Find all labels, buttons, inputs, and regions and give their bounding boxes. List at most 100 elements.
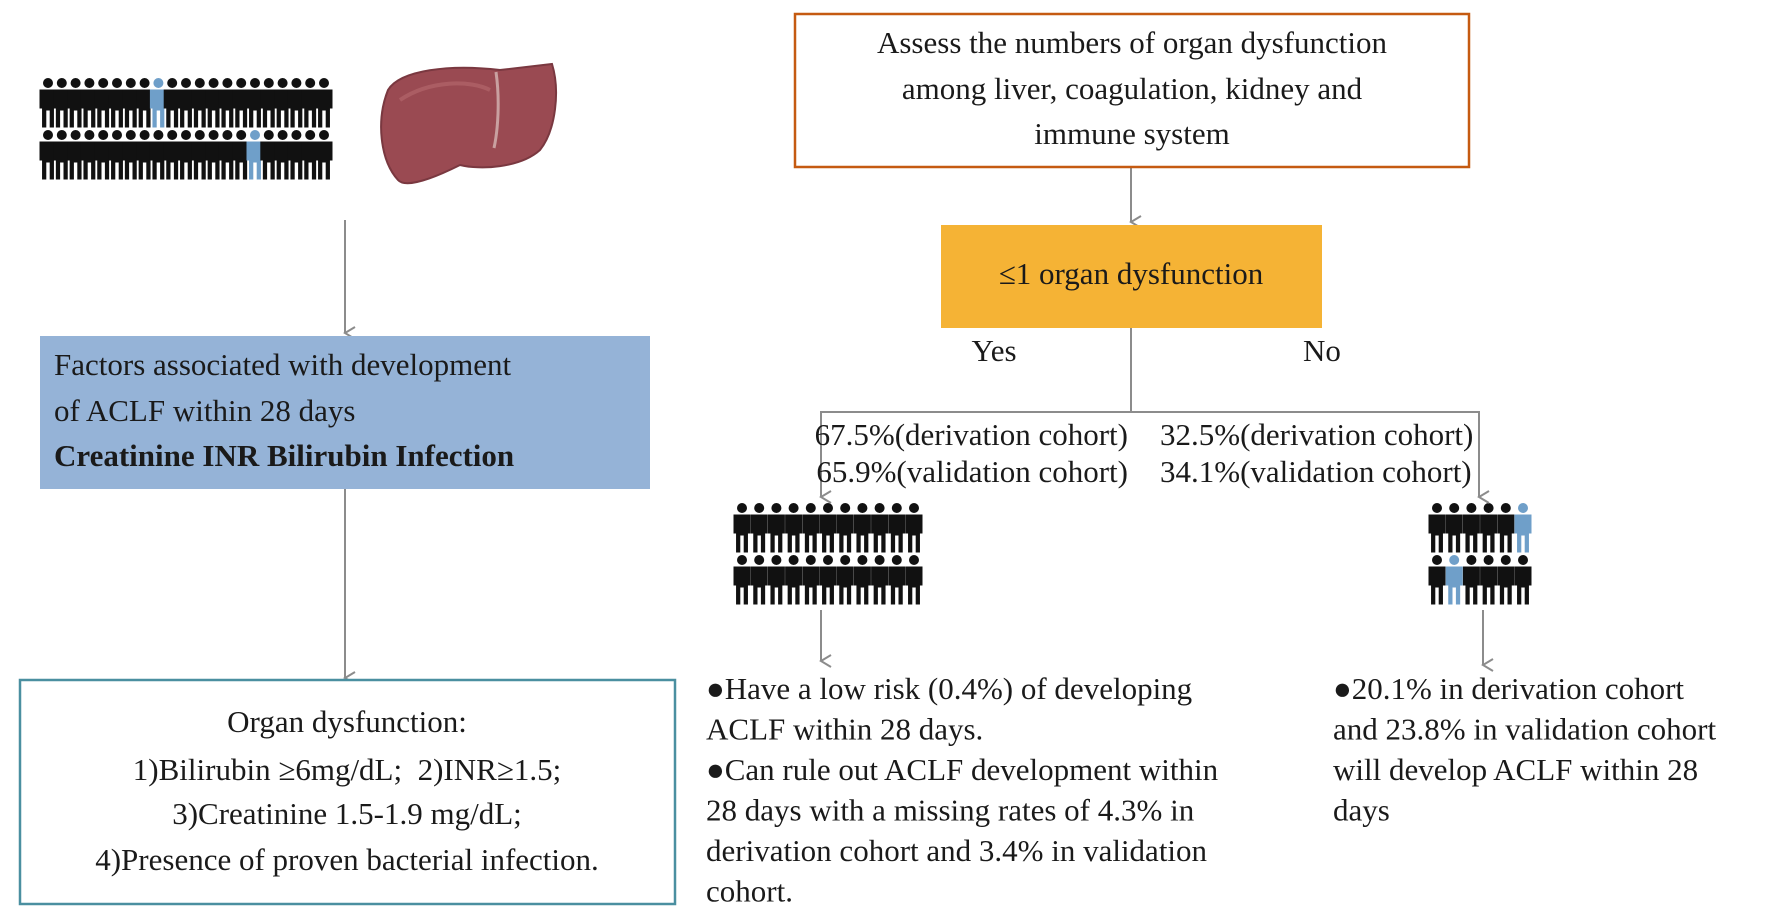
person-body bbox=[871, 514, 889, 553]
person-body bbox=[260, 89, 278, 128]
person-body bbox=[177, 89, 195, 128]
person-head bbox=[840, 555, 851, 565]
person-body bbox=[905, 514, 923, 553]
person-head bbox=[70, 78, 81, 88]
person-head bbox=[1500, 555, 1511, 565]
person-head bbox=[1449, 555, 1460, 565]
no-outcome: ●20.1% in derivation cohort and 23.8% in … bbox=[1333, 671, 1716, 828]
person-body bbox=[149, 141, 167, 180]
person-body bbox=[108, 89, 126, 128]
person-body bbox=[1428, 514, 1446, 553]
person-head bbox=[277, 78, 288, 88]
person-body bbox=[836, 566, 854, 605]
person-body bbox=[53, 141, 71, 180]
connector bbox=[820, 411, 1480, 497]
person-head bbox=[277, 130, 288, 140]
organ-box bbox=[18, 678, 677, 906]
person-head bbox=[250, 78, 260, 88]
yes-outcome-line: ACLF within 28 days. bbox=[706, 712, 983, 747]
person-head bbox=[181, 78, 191, 88]
people-icons bbox=[39, 78, 1532, 605]
person-body bbox=[301, 141, 319, 180]
person-body bbox=[122, 89, 140, 128]
person-head bbox=[737, 555, 747, 565]
person-body bbox=[205, 89, 223, 128]
organ-text: Organ dysfunction: bbox=[227, 704, 467, 739]
person-head bbox=[1432, 503, 1442, 513]
person-head bbox=[112, 78, 122, 88]
yes-outcome-line: ●Have a low risk (0.4%) of developing bbox=[706, 671, 1192, 706]
person-body bbox=[871, 566, 889, 605]
person-head bbox=[98, 78, 109, 88]
person-head bbox=[139, 130, 150, 140]
person-body bbox=[136, 89, 154, 128]
person-body bbox=[287, 141, 305, 180]
person-head bbox=[805, 555, 816, 565]
person-head bbox=[43, 78, 53, 88]
person-head bbox=[874, 555, 885, 565]
person-body bbox=[1462, 566, 1480, 605]
person-head bbox=[139, 78, 150, 88]
person-head bbox=[840, 503, 851, 513]
yes-rate: 65.9%(validation cohort) bbox=[816, 454, 1128, 489]
person-head bbox=[208, 130, 219, 140]
person-body bbox=[905, 566, 923, 605]
yes-outcome: ●Have a low risk (0.4%) of developing ACL… bbox=[706, 671, 1219, 909]
assess-text: immune system bbox=[1034, 116, 1229, 151]
person-body bbox=[94, 141, 112, 180]
person-head bbox=[236, 78, 247, 88]
person-body bbox=[80, 89, 98, 128]
person-body bbox=[39, 141, 57, 180]
person-head bbox=[43, 130, 53, 140]
decision-text: ≤1 organ dysfunction bbox=[999, 256, 1264, 291]
person-body bbox=[750, 514, 768, 553]
organ-text: 1)Bilirubin ≥6mg/dL; 2)INR≥1.5; bbox=[133, 752, 561, 787]
person-body bbox=[802, 514, 820, 553]
person-head bbox=[319, 130, 329, 140]
person-body bbox=[1445, 514, 1463, 553]
person-head bbox=[112, 130, 122, 140]
person-body bbox=[39, 89, 57, 128]
person-head bbox=[319, 78, 329, 88]
assess-box bbox=[793, 12, 1471, 169]
person-head bbox=[909, 555, 919, 565]
person-body bbox=[246, 141, 264, 180]
person-body bbox=[67, 89, 85, 128]
person-body bbox=[149, 89, 167, 128]
no-outcome-line: days bbox=[1333, 793, 1390, 828]
factors-box bbox=[40, 336, 650, 489]
no-outcome-line: ●20.1% in derivation cohort bbox=[1333, 671, 1684, 706]
organ-text: 3)Creatinine 1.5-1.9 mg/dL; bbox=[172, 796, 522, 831]
person-body bbox=[819, 514, 837, 553]
person-head bbox=[823, 503, 833, 513]
yes-outcome-line: derivation cohort and 3.4% in validation bbox=[706, 833, 1208, 868]
person-body bbox=[177, 141, 195, 180]
person-head bbox=[805, 503, 816, 513]
person-head bbox=[153, 78, 164, 88]
person-head bbox=[181, 130, 191, 140]
person-body bbox=[1445, 566, 1463, 605]
person-head bbox=[153, 130, 164, 140]
person-head bbox=[1483, 555, 1494, 565]
person-body bbox=[733, 566, 751, 605]
yes-outcome-line: cohort. bbox=[706, 874, 793, 909]
person-head bbox=[236, 130, 247, 140]
person-head bbox=[222, 130, 233, 140]
person-head bbox=[891, 503, 902, 513]
person-body bbox=[108, 141, 126, 180]
person-body bbox=[767, 514, 785, 553]
person-body bbox=[315, 89, 333, 128]
person-body bbox=[163, 141, 181, 180]
person-body bbox=[819, 566, 837, 605]
person-body bbox=[94, 89, 112, 128]
yes-label: Yes bbox=[971, 333, 1016, 368]
person-body bbox=[67, 141, 85, 180]
person-head bbox=[305, 130, 316, 140]
yes-outcome-line: 28 days with a missing rates of 4.3% in bbox=[706, 793, 1195, 828]
person-body bbox=[246, 89, 264, 128]
person-head bbox=[291, 78, 302, 88]
yes-outcome-line: ●Can rule out ACLF development within bbox=[706, 752, 1219, 787]
person-head bbox=[1449, 503, 1460, 513]
person-body bbox=[785, 566, 803, 605]
